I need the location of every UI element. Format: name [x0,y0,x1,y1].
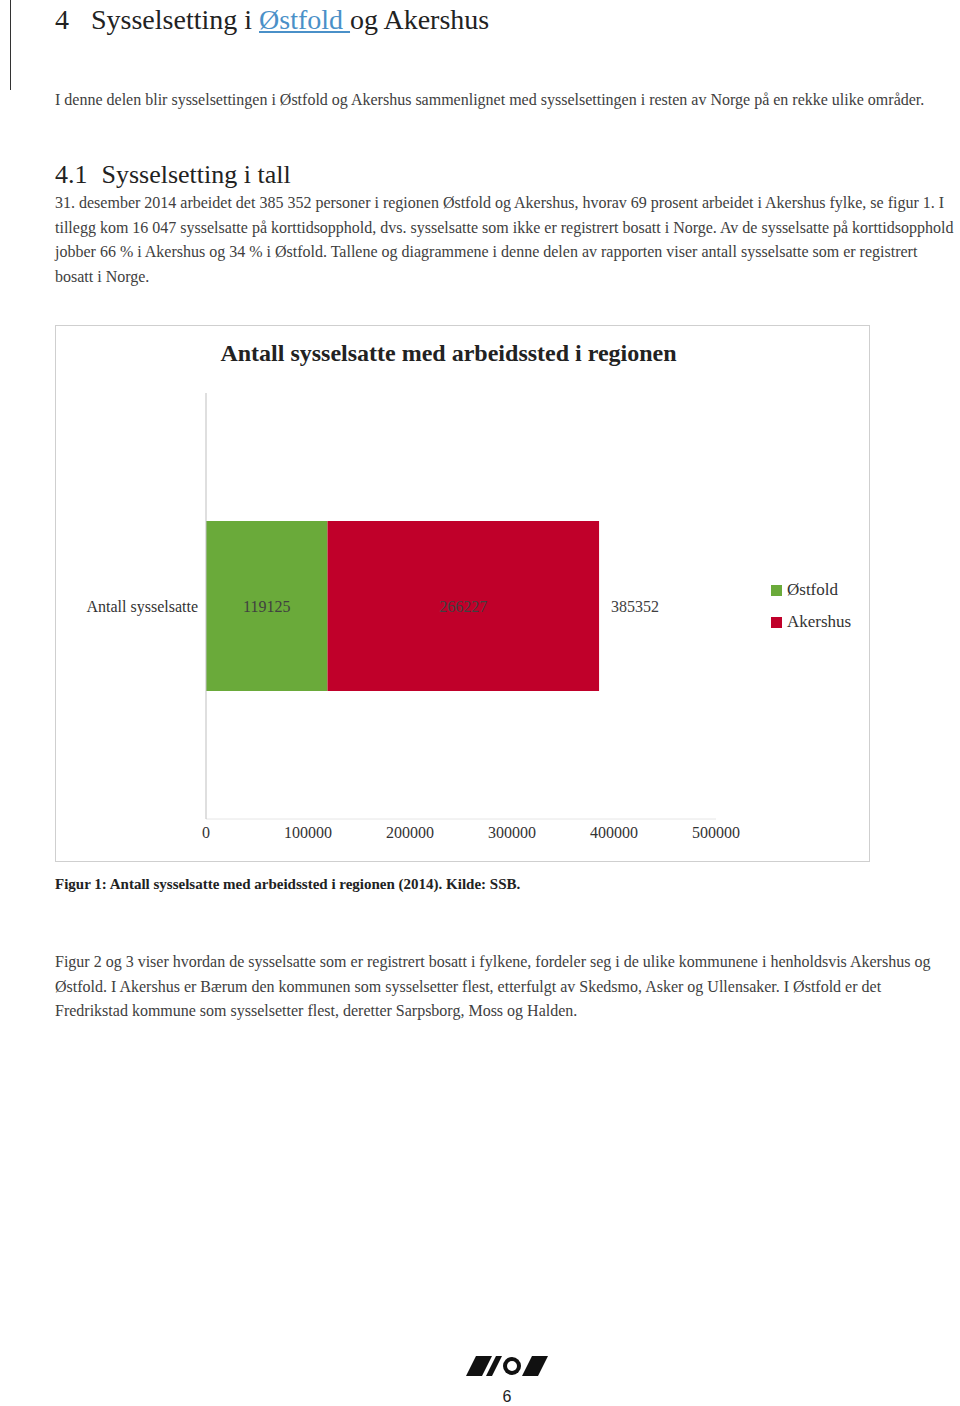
html-text:Figur 2 og 3 viser hvordan de: Figur 2 og 3 viser hvordan de sysselsatt… [55,953,931,1020]
html-text:4.1: 4.1 [55,160,88,189]
html-text:Sysselsetting i Østfold og Ake: Sysselsetting i Østfold og Akershus [91,4,490,35]
svg-text:500000: 500000 [692,824,740,841]
html-text:4: 4 [55,4,69,35]
svg-text:200000: 200000 [386,824,434,841]
svg-text:119125: 119125 [243,598,290,615]
html-text:6: 6 [502,1388,512,1405]
svg-text:266227: 266227 [439,598,487,615]
html-text:Østfold: Østfold [787,580,838,599]
html-text:Sysselsetting i tall: Sysselsetting i tall [101,160,291,189]
html-text:Akershus: Akershus [787,612,852,631]
svg-text:Antall sysselsatte: Antall sysselsatte [86,598,198,616]
svg-text:300000: 300000 [488,824,536,841]
html-text:Figur 1: Antall sysselsatte me: Figur 1: Antall sysselsatte med arbeidss… [55,876,521,892]
svg-text:0: 0 [202,824,210,841]
html-text:I denne delen blir sysselsetti: I denne delen blir sysselsettingen i Øst… [55,91,925,108]
svg-text:400000: 400000 [590,824,638,841]
svg-text:100000: 100000 [284,824,332,841]
svg-text:385352: 385352 [611,598,659,615]
html-text:Antall sysselsatte med arbeids: Antall sysselsatte med arbeidssted i reg… [220,340,677,366]
html-text:31. desember 2014 arbeidet det: 31. desember 2014 arbeidet det 385 352 p… [55,194,954,285]
